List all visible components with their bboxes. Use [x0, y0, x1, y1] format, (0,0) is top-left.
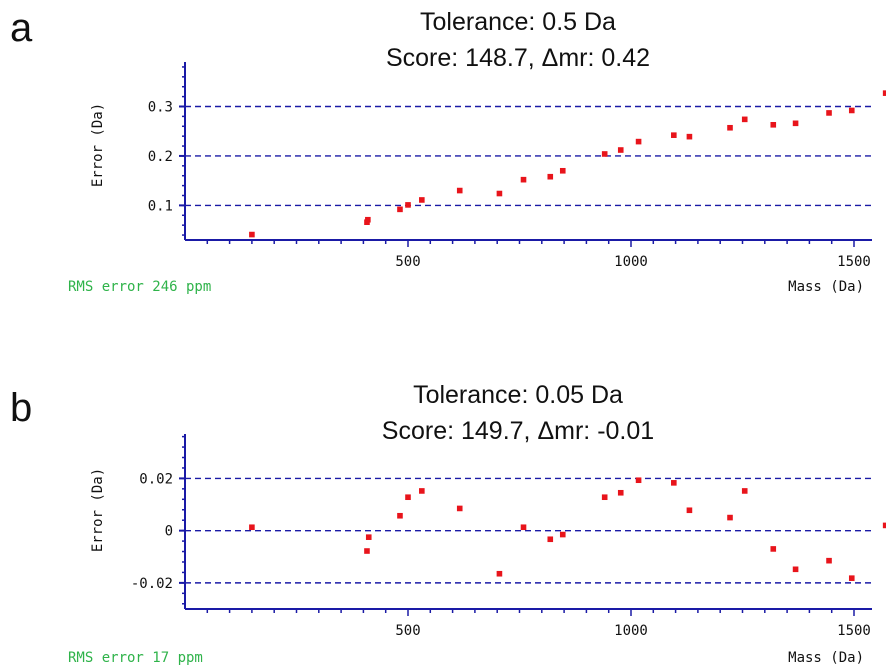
panel-a-data-point	[686, 133, 693, 140]
panel-a-title-line1: Tolerance: 0.5 Da	[420, 8, 616, 36]
panel-b-data-point	[547, 536, 554, 543]
panel-a-data-point	[547, 173, 554, 180]
panel-a-data-point	[826, 110, 832, 116]
panel-b-data-point	[671, 480, 677, 486]
panel-a-data-point	[727, 124, 733, 131]
panel-a-y-tick-label: 0.1	[148, 198, 173, 214]
panel-a-y-axis-label: Error (Da)	[90, 103, 106, 187]
panel-a-data-point	[456, 187, 463, 194]
panel-b-x-tick-label: 1000	[614, 623, 648, 639]
panel-b-data-point	[520, 524, 527, 531]
panel-b-x-tick-label: 500	[395, 623, 420, 639]
panel-b-data-point	[249, 524, 255, 531]
panel-b-y-tick-label: -0.02	[131, 576, 173, 592]
panel-b-data-point	[364, 548, 370, 554]
panel-a-rms-error: RMS error 246 ppm	[68, 279, 211, 295]
panel-a-data-point	[792, 120, 799, 127]
panel-b-data-point	[365, 534, 372, 540]
panel-b-x-axis-label: Mass (Da)	[788, 650, 864, 666]
panel-a-data-point	[559, 167, 566, 174]
panel-a-data-point	[496, 190, 503, 197]
panel-b-title-line2: Score: 149.7, Δmr: -0.01	[381, 417, 655, 445]
panel-a-data-point	[671, 132, 677, 138]
panel-a-data-point	[635, 138, 642, 145]
panel-b-data-point	[397, 512, 403, 519]
panel-b-data-point	[686, 507, 693, 514]
panel-b-y-axis-label: Error (Da)	[90, 468, 106, 552]
panel-b-data-point	[848, 575, 855, 581]
panel-b-letter: b	[10, 386, 33, 430]
panel-a-y-tick-label: 0.3	[148, 100, 173, 116]
panel-a-data-point	[365, 216, 371, 223]
panel-a-data-point	[882, 90, 886, 96]
panel-b-data-point	[727, 514, 733, 521]
panel-b-data-point	[882, 522, 886, 529]
panel-b-data-point	[770, 546, 777, 552]
panel-a-x-tick-label: 500	[395, 254, 420, 270]
panel-a-data-point	[770, 121, 777, 128]
panel-a-x-tick-label: 1000	[614, 254, 648, 270]
panel-b-data-point	[741, 488, 748, 494]
panel-a-data-point	[601, 151, 608, 157]
panel-a-data-point	[848, 107, 855, 114]
panel-a-data-point	[520, 176, 527, 183]
panel-b-data-point	[635, 477, 642, 484]
panel-a-x-axis-label: Mass (Da)	[788, 279, 864, 295]
panel-b-data-point	[456, 505, 463, 512]
panel-b-title-line1: Tolerance: 0.05 Da	[413, 381, 623, 409]
panel-a-data-point	[405, 202, 411, 208]
panel-b-data-point	[559, 531, 566, 538]
panel-b-y-tick-label: 0.02	[139, 471, 173, 487]
panel-b-x-tick-label: 1500	[837, 623, 871, 639]
panel-b-data-point	[601, 494, 608, 501]
panel-a-data-point	[419, 197, 425, 203]
panel-b-data-point	[496, 570, 503, 577]
panel-a-title-line2: Score: 148.7, Δmr: 0.42	[385, 44, 651, 72]
panel-b-data-point	[617, 489, 624, 496]
panel-b-data-point	[826, 557, 832, 564]
panel-a-data-point	[249, 231, 255, 238]
panel-a-y-tick-label: 0.2	[148, 149, 173, 165]
panel-a-data-point	[397, 206, 403, 213]
panel-a-data-point	[741, 116, 748, 123]
panel-b-y-tick-label: 0	[165, 524, 173, 540]
panel-a-letter: a	[10, 6, 33, 50]
panel-b-data-point	[792, 566, 799, 573]
panel-b-data-point	[405, 494, 411, 501]
panel-b-data-point	[419, 488, 425, 494]
panel-a-x-tick-label: 1500	[837, 254, 871, 270]
panel-b-rms-error: RMS error 17 ppm	[68, 650, 203, 666]
panel-a-data-point	[617, 147, 624, 153]
